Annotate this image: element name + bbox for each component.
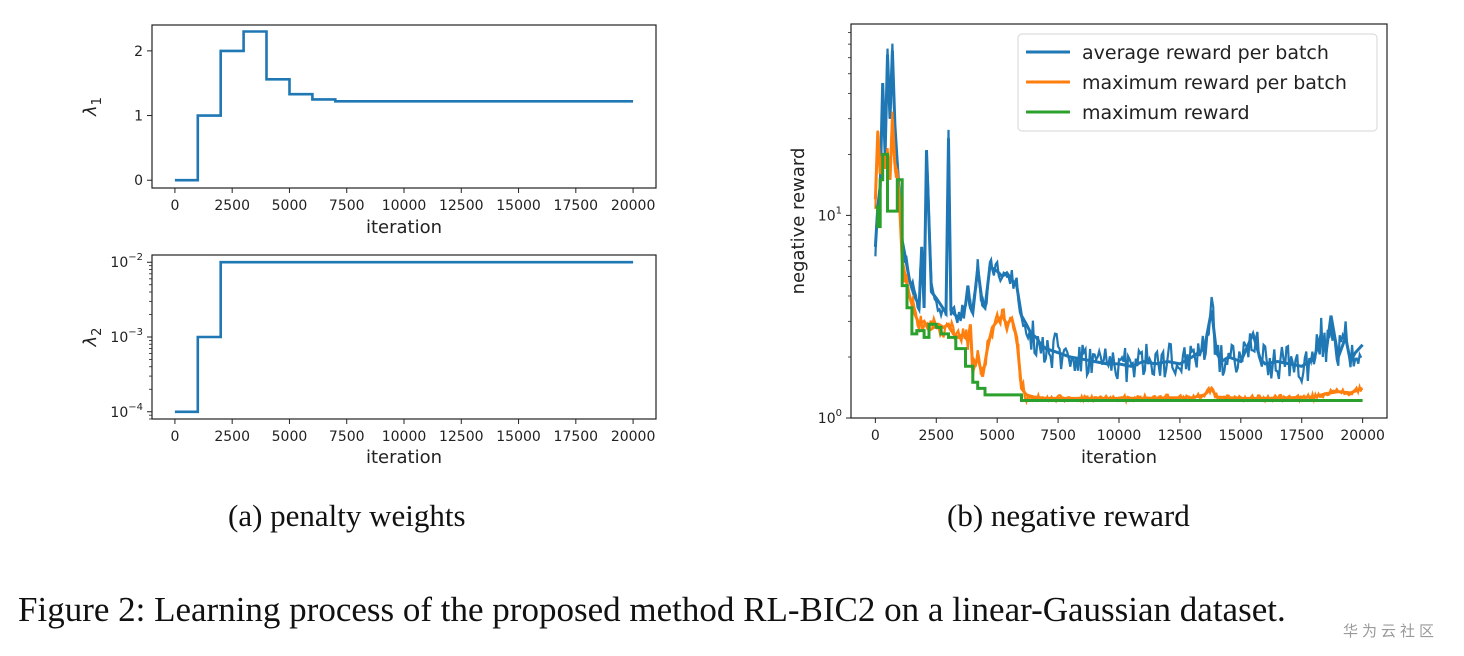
y-label-subscript: 1 — [90, 97, 105, 105]
y-axis-label: λ2 — [80, 328, 105, 348]
y-tick-label: 10−3 — [110, 327, 143, 346]
series-group — [174, 260, 634, 414]
tick-exponent: 1 — [836, 205, 842, 216]
x-tick-label: 15000 — [496, 198, 541, 214]
legend-entry: maximum reward per batch — [1082, 72, 1347, 94]
x-tick-label: 2500 — [918, 428, 954, 444]
x-tick-label: 5000 — [272, 429, 308, 445]
y-axis-label: λ1 — [80, 97, 105, 117]
y-tick-label: 10−2 — [110, 252, 143, 271]
x-tick-label: 12500 — [439, 198, 484, 214]
x-tick-label: 5000 — [979, 428, 1015, 444]
tick-exponent: −4 — [128, 402, 143, 413]
legend-box — [1017, 33, 1378, 132]
series-line-lambda1 — [174, 30, 634, 182]
tick-base: 10 — [110, 255, 128, 271]
series-line-lambda2 — [174, 260, 634, 414]
x-tick-label: 12500 — [1158, 428, 1203, 444]
x-tick-label: 12500 — [439, 429, 484, 445]
x-tick-label: 10000 — [382, 429, 427, 445]
chart-top-left: 0 2500 5000 7500 10000 12500 15000 17500 20000 it… — [80, 24, 657, 238]
y-label-subscript: 2 — [90, 328, 105, 336]
series-group — [873, 43, 1364, 406]
tick-exponent: −2 — [128, 252, 143, 263]
tick-exponent: 0 — [836, 408, 842, 419]
x-tick-label: 17500 — [1279, 428, 1324, 444]
x-tick-label: 20000 — [611, 429, 656, 445]
x-tick-label: 7500 — [329, 429, 365, 445]
figure-caption: Figure 2: Learning process of the propos… — [18, 590, 1286, 629]
subcaption-negative-reward: (b) negative reward — [947, 498, 1190, 533]
x-tick-label: 0 — [170, 429, 179, 445]
x-tick-label: 17500 — [554, 429, 599, 445]
y-tick-label: 0 — [134, 173, 143, 189]
x-tick-label: 15000 — [496, 429, 541, 445]
y-label-base: λ — [80, 105, 101, 117]
y-tick-label: 1 — [134, 109, 143, 125]
x-axis-label: iteration — [1081, 447, 1157, 468]
series-line-maximum-reward — [875, 152, 1363, 402]
tick-base: 10 — [818, 208, 836, 224]
x-tick-label: 0 — [871, 428, 880, 444]
subcaption-penalty-weights: (a) penalty weights — [228, 498, 466, 533]
axes-frame — [151, 24, 657, 189]
x-tick-label: 7500 — [1040, 428, 1076, 444]
tick-base: 10 — [110, 330, 128, 346]
chart-bottom-left: 0 2500 5000 7500 10000 12500 15000 17500 20000 it… — [80, 252, 657, 468]
x-tick-label: 0 — [170, 198, 179, 214]
tick-exponent: −3 — [128, 327, 143, 338]
axes-frame — [151, 254, 657, 420]
tick-base: 10 — [818, 411, 836, 427]
x-tick-label: 2500 — [214, 429, 250, 445]
x-tick-label: 7500 — [329, 198, 365, 214]
series-noise-average-reward-per-batch — [874, 43, 1363, 386]
y-tick-label: 101 — [818, 205, 842, 224]
legend: average reward per batch maximum reward p… — [1017, 33, 1378, 132]
watermark: 华为云社区 — [1343, 622, 1439, 640]
x-tick-label: 10000 — [1097, 428, 1142, 444]
x-axis-label: iteration — [366, 447, 442, 468]
chart-right: 0 2500 5000 7500 10000 12500 15000 17500 20000 it… — [788, 23, 1388, 468]
y-axis-label: negative reward — [788, 148, 809, 295]
y-label-base: λ — [80, 336, 101, 348]
x-tick-label: 15000 — [1219, 428, 1264, 444]
tick-base: 10 — [110, 405, 128, 421]
series-group — [174, 30, 634, 182]
x-tick-label: 20000 — [1340, 428, 1385, 444]
y-tick-label: 100 — [818, 408, 842, 427]
legend-entry: maximum reward — [1082, 102, 1250, 124]
x-tick-label: 2500 — [214, 198, 250, 214]
figure-canvas: 0 2500 5000 7500 10000 12500 15000 17500 20000it… — [80, 23, 1388, 468]
y-tick-label: 10−4 — [110, 402, 143, 421]
legend-entry: average reward per batch — [1082, 42, 1329, 64]
x-tick-label: 20000 — [611, 198, 656, 214]
x-tick-label: 10000 — [382, 198, 427, 214]
x-tick-label: 5000 — [272, 198, 308, 214]
x-tick-label: 17500 — [554, 198, 599, 214]
y-tick-label: 2 — [134, 44, 143, 60]
x-axis-label: iteration — [366, 217, 442, 238]
